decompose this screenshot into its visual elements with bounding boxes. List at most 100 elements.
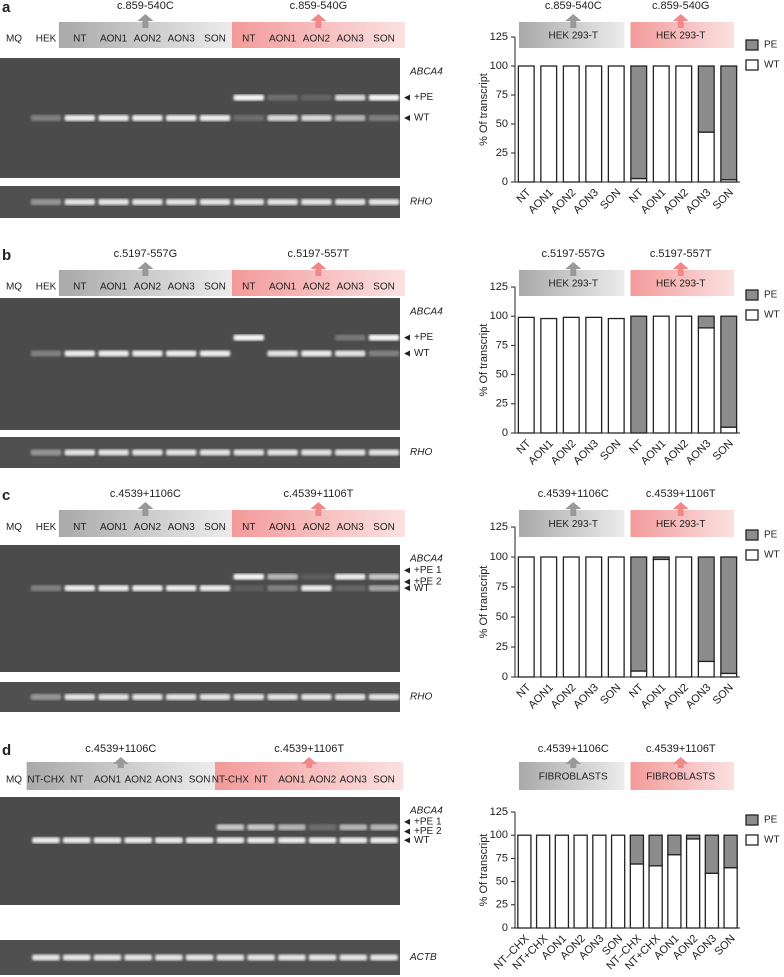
- bar: [607, 317, 625, 434]
- y-tick-label: 75: [496, 89, 508, 101]
- legend-label: WT: [764, 550, 780, 561]
- gel-band: [267, 449, 298, 456]
- gel-band: [132, 694, 163, 700]
- lane-label: NT: [254, 775, 267, 786]
- gel-band: [334, 94, 366, 101]
- gel-band: [233, 115, 265, 121]
- x-tick-label: SON: [598, 187, 623, 212]
- gel-band: [98, 449, 129, 456]
- gel-band: [165, 350, 197, 357]
- marker-label: WT: [414, 348, 430, 359]
- bar: [629, 863, 645, 929]
- arrow: [565, 757, 582, 768]
- group-label: c.4539+1106T: [646, 488, 716, 500]
- lane-label: AON3: [168, 282, 196, 293]
- lane-label: AON3: [337, 34, 365, 45]
- bar: [697, 131, 715, 183]
- gel-band: [155, 954, 183, 961]
- group-name: HEK 293-T: [549, 279, 598, 290]
- bar: [517, 834, 532, 929]
- gel-band: [334, 334, 366, 341]
- arrow: [310, 262, 327, 276]
- gel-band: [93, 837, 122, 844]
- gel-band: [247, 837, 275, 844]
- bar: [720, 65, 738, 181]
- lane-label: AON2: [134, 282, 162, 293]
- bar: [697, 315, 715, 329]
- gel-band: [98, 115, 129, 121]
- lane-label: NT: [242, 34, 255, 45]
- y-axis-label: % Of transcript: [478, 566, 490, 639]
- marker-label: WT: [414, 583, 430, 594]
- lane-label: SON: [373, 282, 395, 293]
- gel-band: [368, 199, 400, 205]
- gel-band: [334, 694, 366, 700]
- lane-label: AON3: [340, 775, 368, 786]
- lane-label: HEK: [36, 282, 57, 293]
- y-tick-label: 100: [490, 551, 508, 563]
- y-tick-label: 0: [502, 922, 508, 934]
- y-tick-label: 25: [496, 147, 508, 159]
- gel-band: [165, 585, 197, 592]
- group-label: c.859-540C: [545, 0, 602, 12]
- bar: [675, 315, 693, 434]
- bar: [704, 834, 720, 874]
- gene-label: RHO: [410, 692, 432, 703]
- legend-label: PE: [764, 40, 778, 51]
- gel-band: [267, 94, 298, 101]
- arrow: [672, 14, 689, 28]
- y-tick-label: 0: [502, 671, 508, 683]
- x-tick-label: SON: [598, 438, 623, 463]
- bar: [648, 865, 663, 929]
- gel-band: [267, 694, 298, 700]
- bar: [723, 834, 738, 869]
- lane-label: AON3: [337, 282, 365, 293]
- x-tick-label: AON3: [571, 438, 601, 468]
- group-name: HEK 293-T: [656, 519, 705, 530]
- gel-band: [301, 449, 332, 456]
- gel-band: [199, 115, 231, 121]
- gel-band: [301, 115, 332, 121]
- marker-arrow: [404, 567, 410, 574]
- gel-band: [368, 585, 400, 592]
- group-name: HEK 293-T: [656, 31, 705, 42]
- lane-label: AON3: [168, 522, 196, 533]
- y-tick-label: 0: [502, 176, 508, 188]
- group-label: c.5197-557G: [114, 248, 178, 260]
- lane-label: SON: [373, 34, 395, 45]
- gel-band: [32, 837, 60, 844]
- gel-band: [301, 94, 332, 101]
- arrow: [565, 262, 582, 276]
- gel-band: [339, 837, 368, 844]
- gel-band: [233, 334, 265, 341]
- lane-label: NT-CHX: [212, 775, 250, 786]
- group-label: c.4539+1106C: [538, 743, 609, 755]
- group-label: c.859-540G: [652, 0, 709, 12]
- gel-band: [165, 199, 197, 205]
- group-label: c.4539+1106T: [646, 743, 716, 755]
- group-name: HEK 293-T: [656, 279, 705, 290]
- gel-band: [267, 199, 298, 205]
- gel-band: [199, 199, 231, 205]
- y-tick-label: 50: [496, 611, 508, 623]
- lane-label: AON2: [303, 34, 331, 45]
- gel-band: [301, 199, 332, 205]
- lane-label: AON1: [269, 522, 297, 533]
- gel-band: [334, 115, 366, 121]
- bar: [540, 317, 558, 434]
- gel-band: [339, 824, 368, 831]
- arrow: [672, 757, 689, 768]
- bar: [720, 426, 738, 434]
- bar: [723, 867, 738, 929]
- lane-label: AON2: [303, 282, 331, 293]
- marker-label: +PE: [414, 332, 434, 343]
- gel-band: [368, 449, 400, 456]
- bar: [720, 556, 738, 675]
- lane-label: AON2: [309, 775, 337, 786]
- lane-label: AON2: [134, 522, 162, 533]
- bar: [610, 834, 626, 929]
- gel-band: [199, 350, 231, 357]
- gel-band: [368, 350, 400, 357]
- legend-label: WT: [764, 60, 780, 71]
- lane-label: MQ: [6, 522, 22, 533]
